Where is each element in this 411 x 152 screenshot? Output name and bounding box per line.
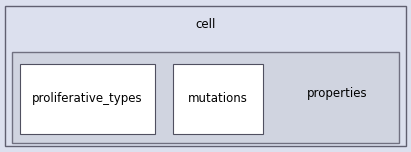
Text: proliferative_types: proliferative_types: [32, 92, 143, 105]
FancyBboxPatch shape: [20, 64, 155, 134]
FancyBboxPatch shape: [5, 6, 406, 146]
FancyBboxPatch shape: [12, 52, 399, 143]
Text: properties: properties: [307, 87, 367, 100]
Text: mutations: mutations: [188, 92, 248, 105]
Text: cell: cell: [195, 18, 216, 31]
FancyBboxPatch shape: [173, 64, 263, 134]
